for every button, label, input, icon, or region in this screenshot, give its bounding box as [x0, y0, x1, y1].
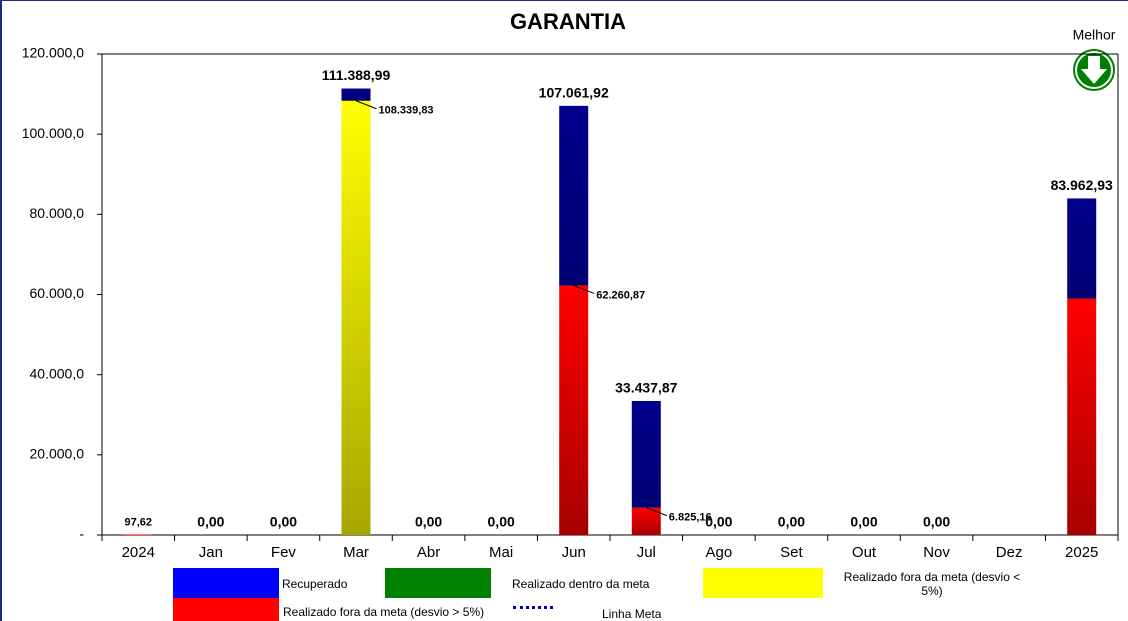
total-label: 83.962,93: [1051, 177, 1113, 193]
legend-label: Recuperado: [282, 577, 348, 591]
total-label: 107.061,92: [539, 85, 609, 101]
bar-segment: [559, 105, 589, 286]
legend-swatch: [513, 606, 553, 609]
legend-swatch: [703, 568, 823, 598]
legend-swatch: [173, 598, 279, 621]
legend-label: Linha Meta: [602, 607, 662, 621]
total-label: 0,00: [270, 514, 297, 530]
bar-segment: [123, 534, 153, 536]
bar-segment: [341, 88, 371, 101]
legend-label: Realizado dentro da meta: [512, 577, 650, 591]
leader-line: [646, 507, 667, 517]
x-tick-label: Ago: [706, 544, 733, 561]
bar-segment: [631, 400, 661, 508]
bar-segment: [341, 100, 371, 535]
x-tick-label: Jun: [562, 544, 586, 561]
annotation: Melhor: [1073, 27, 1116, 43]
bar-segment: [559, 285, 589, 535]
x-tick-label: Jul: [637, 544, 656, 561]
x-tick-label: Jan: [199, 544, 223, 561]
segment-label: 108.339,83: [379, 105, 434, 117]
x-tick-label: Set: [780, 544, 803, 561]
y-tick-label: 20.000,0: [30, 446, 85, 462]
bar-segment: [631, 507, 661, 535]
legend-label: Realizado fora da meta (desvio < 5%): [843, 570, 1021, 598]
x-tick-label: Dez: [996, 544, 1023, 561]
x-tick-label: Nov: [923, 544, 950, 561]
total-label: 0,00: [778, 514, 805, 530]
y-tick-label: 60.000,0: [30, 285, 85, 301]
leader-line: [573, 284, 595, 294]
x-tick-label: Mai: [489, 544, 513, 561]
total-label: 0,00: [850, 514, 877, 530]
x-tick-label: Abr: [417, 544, 440, 561]
total-label: 111.388,99: [322, 67, 391, 83]
y-tick-label: 120.000,0: [22, 45, 84, 61]
legend-swatch: [385, 568, 491, 598]
x-tick-label: 2024: [122, 544, 155, 561]
y-tick-label: 100.000,0: [22, 125, 84, 141]
segment-label: 62.260,87: [596, 289, 645, 301]
better-icon: [1073, 49, 1115, 91]
y-tick-label: -: [79, 526, 84, 542]
y-tick-label: 40.000,0: [30, 365, 85, 381]
total-label: 0,00: [488, 514, 515, 530]
total-label: 0,00: [415, 514, 442, 530]
x-tick-label: Mar: [343, 544, 369, 561]
total-label: 0,00: [705, 514, 732, 530]
legend-swatch: [173, 568, 279, 598]
bar-segment: [1067, 298, 1097, 535]
x-tick-label: 2025: [1065, 544, 1098, 561]
bar-segment: [1067, 198, 1097, 299]
total-label: 0,00: [197, 514, 224, 530]
leader-line: [355, 100, 377, 110]
x-tick-label: Out: [852, 544, 877, 561]
total-label: 33.437,87: [615, 380, 677, 396]
chart-title: GARANTIA: [510, 9, 626, 34]
total-label: 0,00: [923, 514, 950, 530]
y-tick-label: 80.000,0: [30, 205, 85, 221]
legend-label: Realizado fora da meta (desvio > 5%): [283, 605, 485, 619]
total-label: 97,62: [125, 517, 153, 529]
segment-label: 6.825,16: [669, 512, 712, 524]
x-tick-label: Fev: [271, 544, 297, 561]
